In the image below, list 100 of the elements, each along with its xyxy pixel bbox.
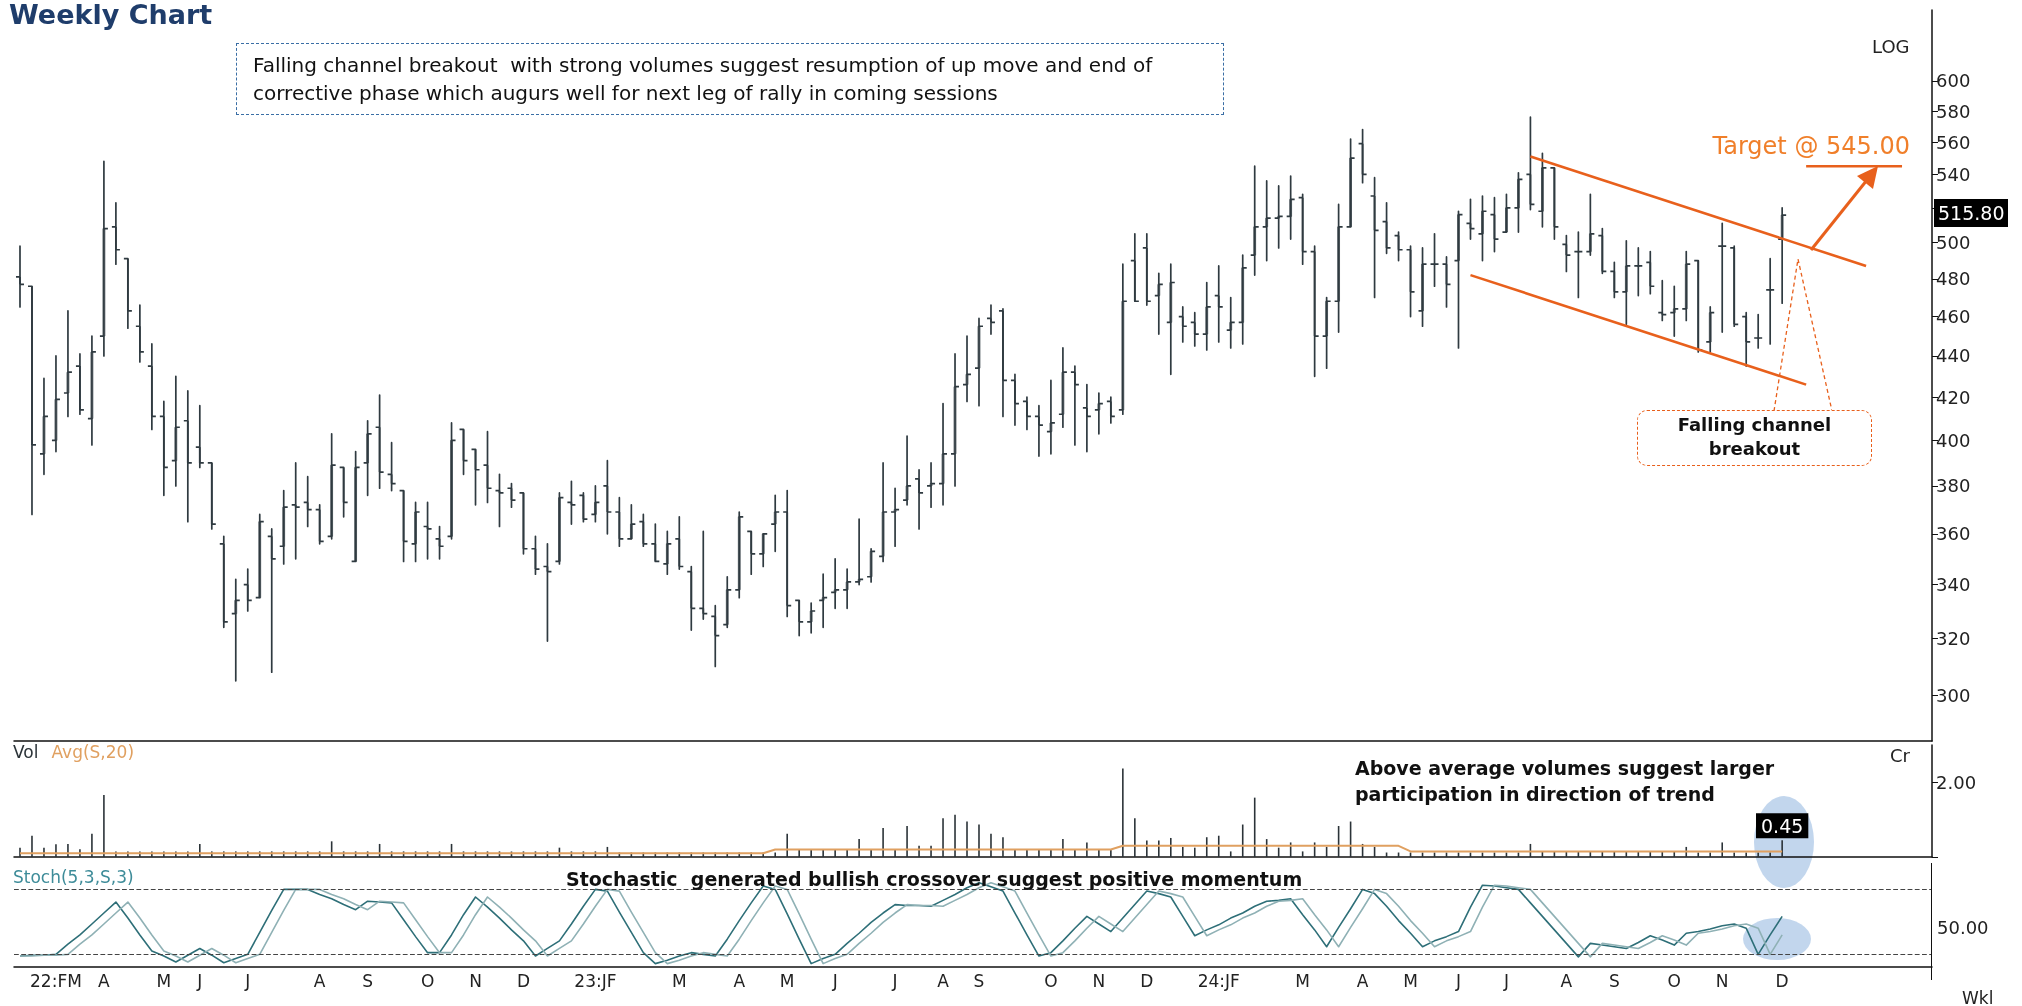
candlestick — [1201, 281, 1212, 351]
y-tick-label: 420 — [1936, 386, 1971, 408]
candlestick — [446, 422, 457, 540]
candlestick — [266, 528, 277, 674]
x-tick-label: A — [1356, 970, 1369, 991]
candlestick — [1705, 306, 1716, 353]
x-tick-label: N — [1092, 970, 1106, 991]
candlestick — [1537, 152, 1548, 228]
candlestick — [1333, 203, 1344, 333]
candlestick — [698, 530, 709, 620]
candlestick — [1225, 296, 1236, 349]
annotation: Falling channel breakout with strong volumes suggest resumption of up move and end of corrective phase which augurs well for next leg of rally in coming sessions — [236, 43, 1224, 115]
x-tick-label: N — [1715, 970, 1729, 991]
x-tick-label: J — [831, 970, 838, 991]
candlestick — [194, 404, 205, 469]
candlestick — [554, 492, 565, 565]
x-axis-title: Wkl — [1962, 987, 1994, 1006]
x-tick-label: D — [1775, 970, 1789, 991]
x-tick-label: S — [973, 970, 985, 991]
y-tick-label: 440 — [1936, 345, 1971, 367]
x-tick-label: M — [779, 970, 795, 991]
candlestick — [1477, 195, 1488, 262]
candlestick — [614, 496, 625, 548]
text: Vol — [13, 741, 39, 762]
y-tick-label: 600 — [1936, 70, 1971, 92]
annotation: Target @ 545.00 — [1711, 132, 1910, 161]
candlestick — [170, 375, 181, 487]
y-tick-label: 380 — [1936, 475, 1971, 497]
x-tick-label: D — [1140, 970, 1154, 991]
candlestick — [158, 400, 169, 497]
candlestick — [1165, 263, 1176, 376]
candlestick — [386, 441, 397, 492]
candlestick — [842, 568, 852, 610]
candlestick — [734, 511, 745, 599]
candlestick — [878, 462, 888, 563]
candlestick — [1609, 261, 1620, 299]
candlestick — [938, 402, 948, 506]
candlestick — [1357, 128, 1368, 184]
candlestick — [1237, 254, 1248, 345]
candlestick — [1022, 396, 1032, 431]
candlestick — [1369, 176, 1380, 299]
candlestick — [254, 513, 265, 599]
candlestick — [1417, 247, 1428, 328]
chart-title: Stoch(5,3,S,3) — [13, 866, 134, 887]
candlestick — [770, 494, 781, 553]
x-tick-label: M — [1403, 970, 1418, 991]
candlestick — [1034, 404, 1044, 457]
candlestick — [63, 309, 73, 418]
candlestick — [1321, 296, 1332, 369]
candlestick — [710, 604, 721, 668]
x-tick-label: A — [733, 970, 746, 991]
candlestick — [1441, 256, 1452, 308]
candlestick — [686, 565, 697, 631]
candlestick — [1141, 232, 1152, 306]
candlestick — [590, 485, 601, 523]
candlestick — [1525, 116, 1536, 211]
y-tick-label: 540 — [1936, 163, 1971, 185]
text: 515.80 — [1934, 199, 2009, 228]
x-tick-label: S — [362, 970, 374, 991]
candlestick — [1345, 138, 1356, 228]
candlestick — [638, 513, 649, 548]
candlestick — [1153, 272, 1164, 335]
candlestick — [914, 468, 924, 530]
candlestick — [1213, 265, 1224, 343]
candlestick — [626, 503, 637, 540]
candlestick — [1177, 306, 1188, 343]
candlestick — [1489, 196, 1500, 253]
candlestick — [1249, 165, 1260, 276]
candlestick — [1681, 250, 1692, 322]
candlestick — [1393, 231, 1404, 262]
candlestick — [950, 353, 960, 487]
candlestick — [530, 535, 541, 576]
candlestick — [662, 530, 673, 576]
candlestick — [974, 317, 984, 407]
text: Avg(S,20) — [51, 741, 135, 762]
annotation: Above average volumes suggest larger participation in direction of trend — [1355, 756, 1776, 807]
candlestick — [962, 335, 972, 403]
annotation: Stochastic generated bullish crossover suggest positive momentum — [566, 868, 1303, 890]
x-tick-label: A — [937, 970, 950, 991]
x-tick-label: A — [313, 970, 326, 991]
candlestick — [1070, 365, 1080, 446]
candlestick — [182, 390, 193, 523]
candlestick — [1621, 239, 1632, 326]
x-tick-label: M — [671, 970, 687, 991]
candlestick — [1285, 175, 1296, 240]
candlestick — [566, 480, 577, 525]
candlestick — [290, 462, 301, 560]
candlestick — [1573, 231, 1584, 299]
x-tick-label: J — [196, 970, 203, 991]
candlestick — [362, 419, 373, 497]
candlestick — [1058, 347, 1068, 429]
candlestick — [1585, 193, 1596, 256]
candlestick — [1501, 193, 1512, 233]
candlestick — [1297, 193, 1308, 265]
y-tick-label: 360 — [1936, 523, 1971, 545]
candlestick — [230, 578, 241, 682]
candlestick — [1657, 279, 1668, 322]
candlestick — [542, 542, 553, 642]
y-tick-label: 300 — [1936, 685, 1971, 707]
candlestick — [602, 459, 613, 535]
